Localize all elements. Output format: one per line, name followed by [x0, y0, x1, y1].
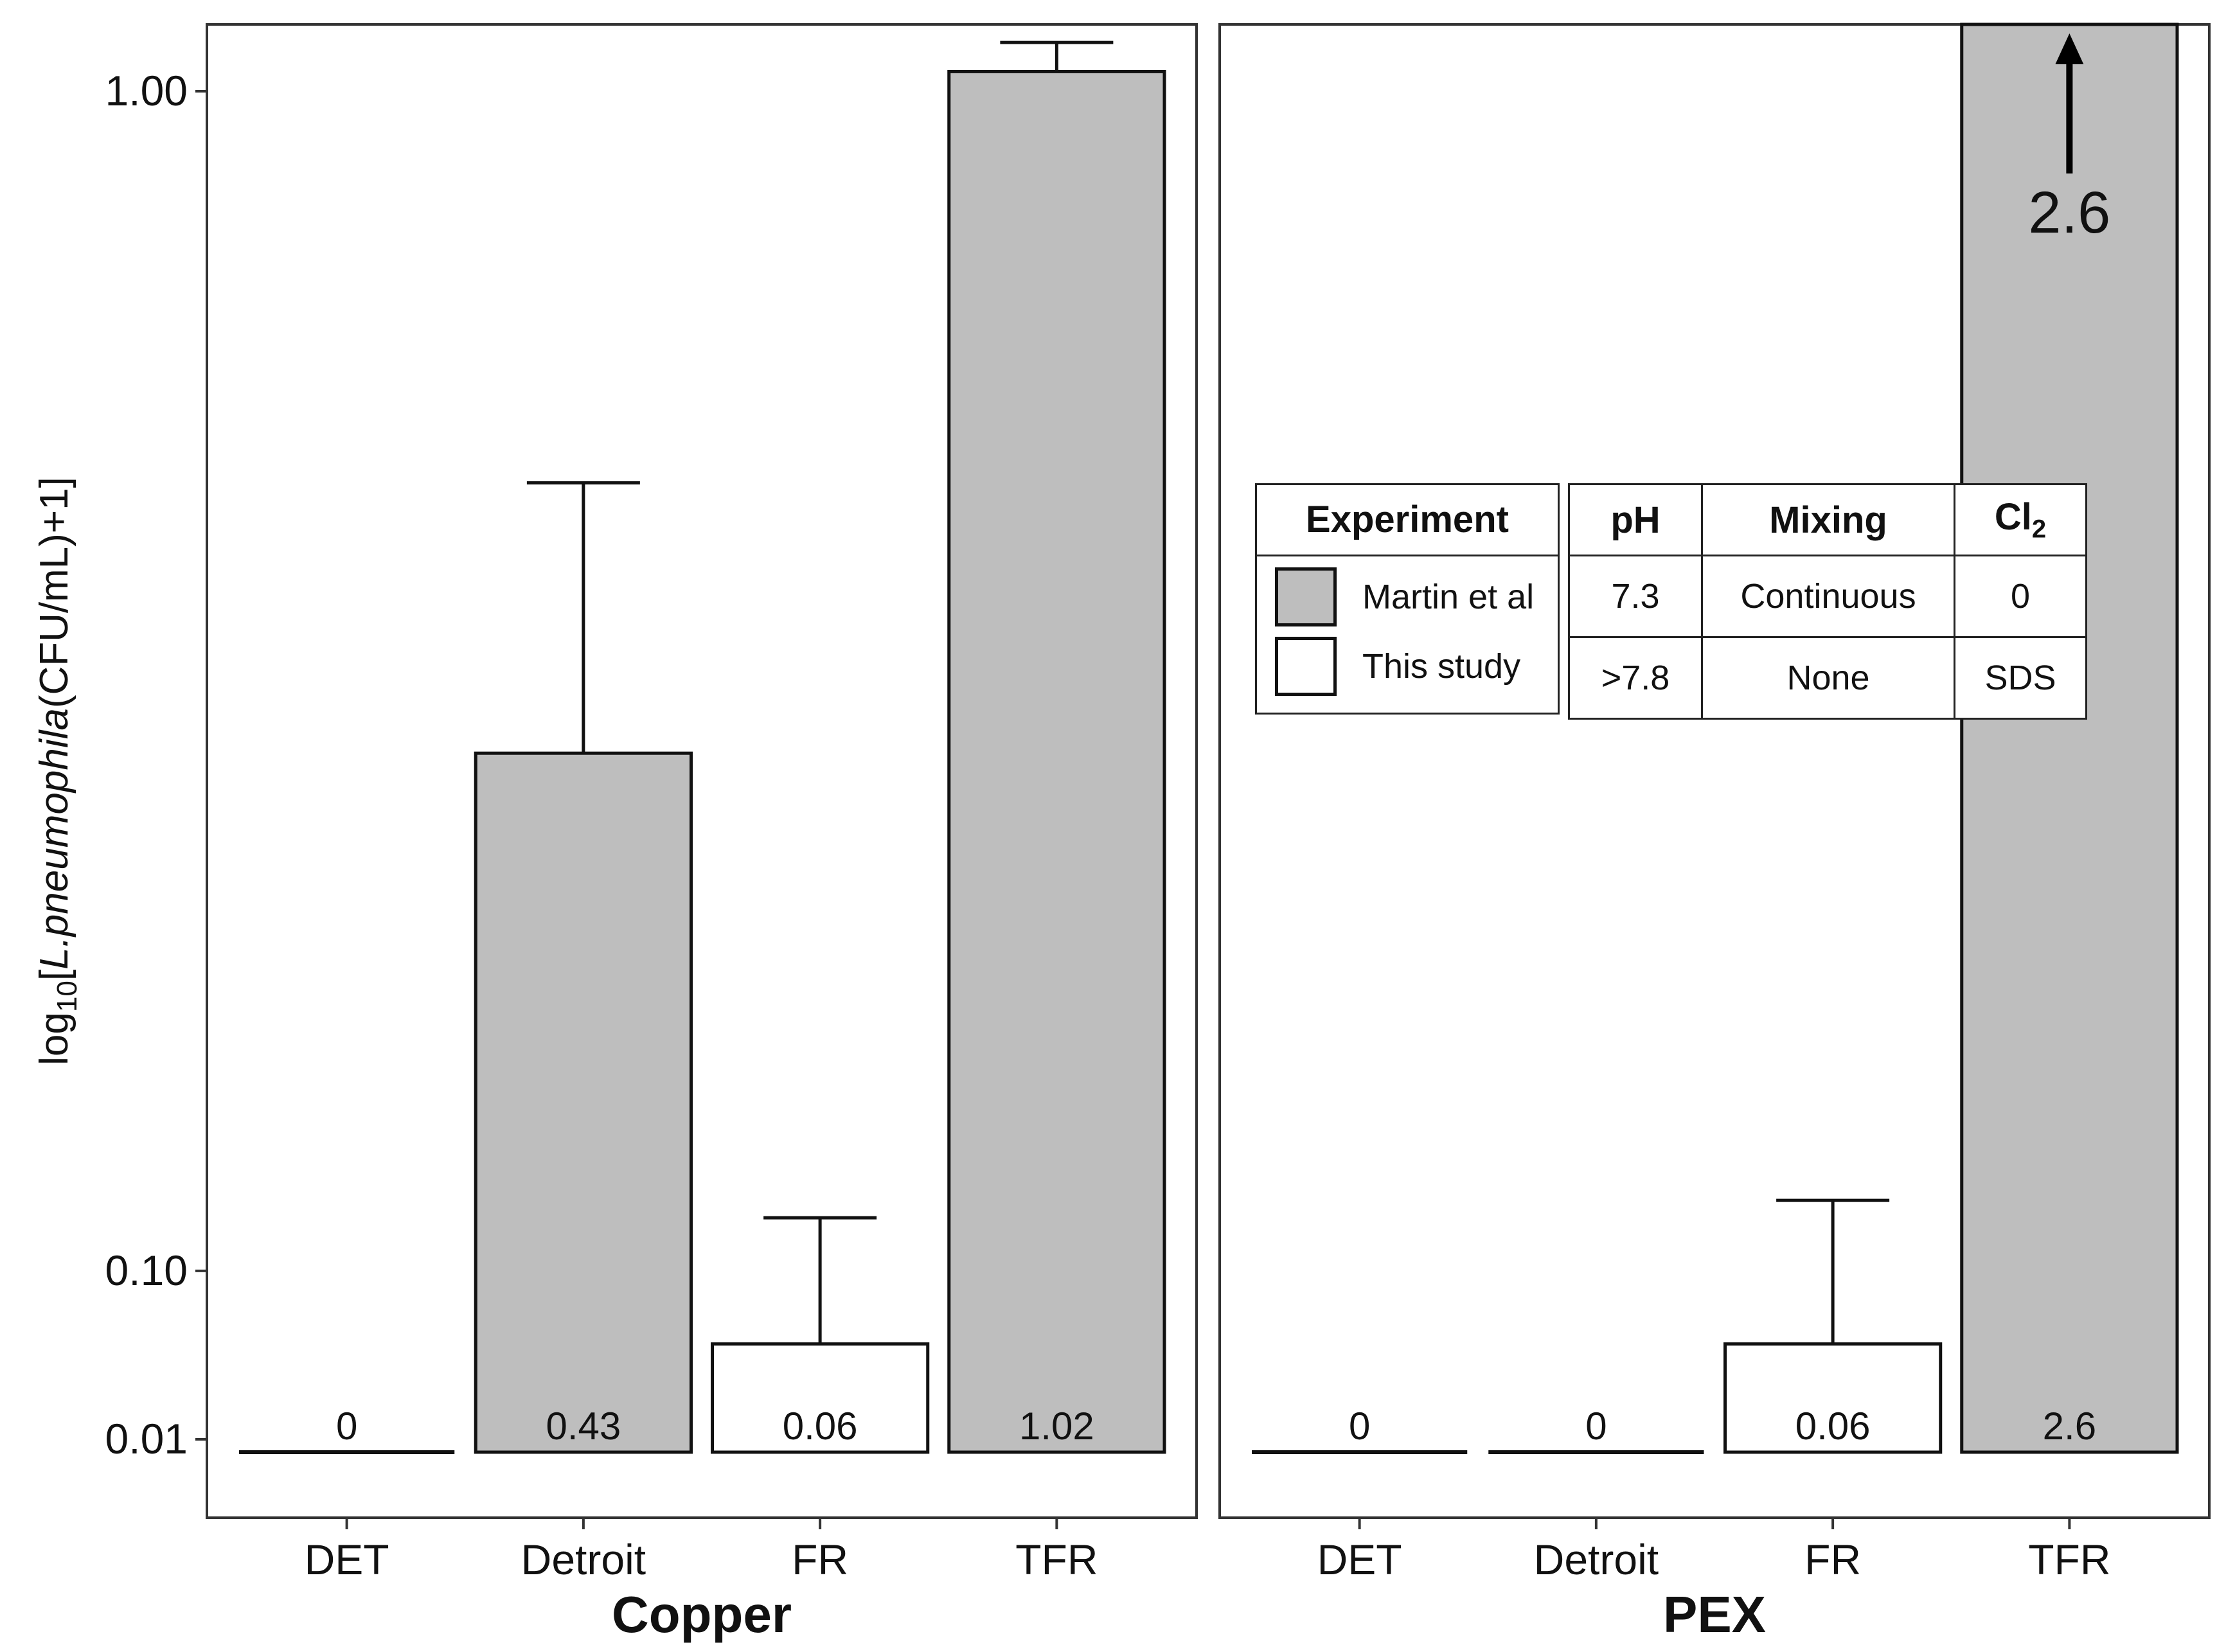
bar-value-label: 1.02: [1019, 1405, 1094, 1448]
panel-copper: 0.01 0.10 1.00 0 DET 0.43 Detroit 0.06 FR 1.02 TFR…: [105, 23, 1198, 1643]
legend: Experiment Martin et al This study: [1255, 483, 1560, 715]
y-tick-label: 0.01: [105, 1415, 188, 1462]
cell-cl2-this-study: SDS: [1954, 636, 2087, 720]
panel-pex: 0 DET 0 Detroit 0.06 FR 2.6 TFR 2.6 PEX: [1218, 22, 2211, 1643]
cell-cl2-martin: 0: [1954, 555, 2087, 638]
panel-title: Copper: [612, 1586, 792, 1643]
legend-item-martin: Martin et al: [1257, 567, 1534, 626]
legend-item-this-study: This study: [1257, 637, 1520, 696]
header-ph: pH: [1568, 483, 1703, 556]
x-tick-label: TFR: [2028, 1536, 2110, 1583]
bar-detroit: [474, 751, 693, 1454]
bar-value-label: 0.06: [1795, 1405, 1871, 1448]
conditions-table: pH Mixing Cl2 7.3 Continuous 0 >7.8 None…: [1568, 483, 2087, 720]
x-tick-label: Detroit: [521, 1536, 646, 1583]
x-tick-label: FR: [792, 1536, 848, 1583]
legend-label-martin: Martin et al: [1362, 578, 1535, 616]
bar-fr: [1723, 1342, 1943, 1454]
x-tick-label: TFR: [1015, 1536, 1098, 1583]
bar-value-label: 0.06: [783, 1405, 858, 1448]
bar-value-label: 0: [1349, 1405, 1370, 1448]
bar-tfr: [947, 69, 1166, 1454]
legend-swatch-this-study: [1275, 637, 1337, 696]
bar-value-label: 0.43: [546, 1405, 621, 1448]
cell-ph-this-study: >7.8: [1568, 636, 1703, 720]
cell-ph-martin: 7.3: [1568, 555, 1703, 638]
y-tick-label: 0.10: [105, 1247, 188, 1294]
y-tick-label: 1.00: [105, 67, 188, 114]
off-scale-label: 2.6: [2028, 180, 2110, 245]
x-tick-label: DET: [1317, 1536, 1402, 1583]
header-mixing: Mixing: [1701, 483, 1955, 556]
conditions-header-row: pH Mixing Cl2: [1568, 483, 2087, 556]
bar-value-label: 2.6: [2043, 1405, 2096, 1448]
bar-value-label: 0: [1585, 1405, 1607, 1448]
x-tick-label: DET: [305, 1536, 389, 1583]
bar-fr: [711, 1342, 930, 1454]
x-tick-label: FR: [1804, 1536, 1861, 1583]
y-axis-label: log10[L.pneumophila(CFU/mL)+1]: [32, 477, 83, 1065]
legend-title: Experiment: [1257, 485, 1558, 556]
off-scale-arrow-head: [2055, 33, 2084, 64]
cell-mixing-this-study: None: [1701, 636, 1955, 720]
x-tick-label: Detroit: [1534, 1536, 1659, 1583]
bar-value-label: 0: [336, 1405, 357, 1448]
panel-title: PEX: [1663, 1586, 1766, 1643]
conditions-row-martin: 7.3 Continuous 0: [1568, 555, 2087, 638]
legend-swatch-martin: [1275, 567, 1337, 626]
cell-mixing-martin: Continuous: [1701, 555, 1955, 638]
header-cl2: Cl2: [1954, 483, 2087, 556]
bar-tfr: [1960, 22, 2179, 1454]
conditions-row-this-study: >7.8 None SDS: [1568, 636, 2087, 720]
legend-label-this-study: This study: [1362, 647, 1521, 686]
